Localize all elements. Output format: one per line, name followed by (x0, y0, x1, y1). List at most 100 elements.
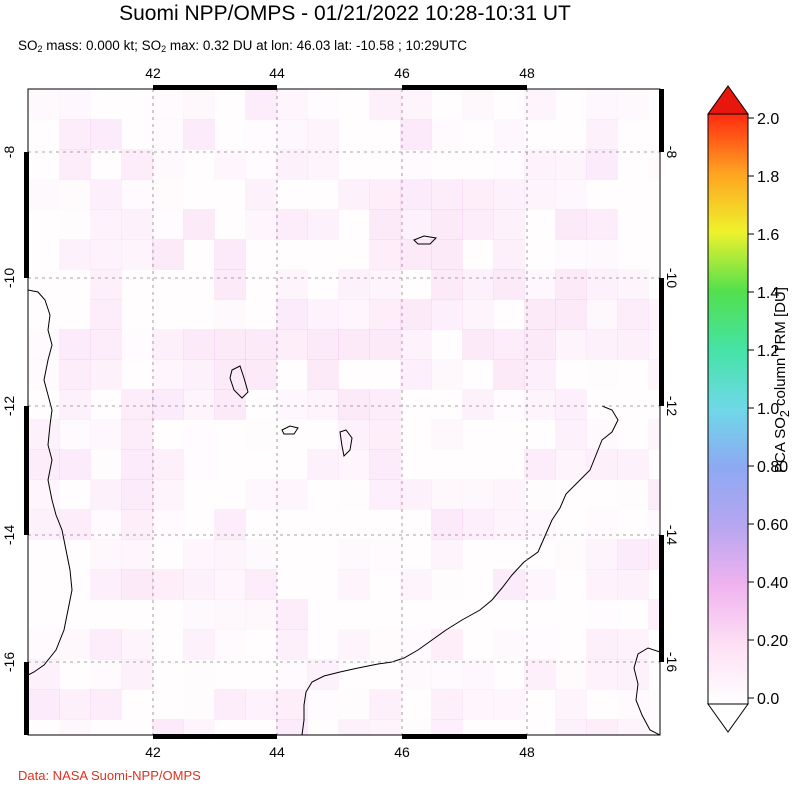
map-frame (24, 85, 680, 739)
so2-cell (431, 539, 463, 570)
so2-cell (462, 89, 494, 120)
so2-cell (555, 239, 587, 270)
so2-cell (431, 689, 463, 720)
so2-cell (152, 149, 184, 180)
colorbar-tick-label: 0.60 (757, 517, 788, 534)
so2-cell (369, 329, 401, 360)
so2-cell (338, 329, 370, 360)
so2-cell (121, 569, 153, 600)
so2-cell (183, 389, 215, 420)
so2-cell (183, 89, 215, 120)
so2-cell (152, 329, 184, 360)
so2-cell (183, 209, 215, 240)
so2-cell (369, 689, 401, 720)
lat-label-right-12: -12 (664, 396, 680, 416)
so2-cell (245, 149, 277, 180)
frame-bar-bottom-1 (153, 734, 277, 739)
so2-cell (431, 179, 463, 210)
so2-cell (59, 629, 91, 660)
so2-cell (121, 329, 153, 360)
so2-cell (648, 239, 680, 270)
so2-cell (183, 329, 215, 360)
so2-cell (276, 689, 308, 720)
so2-cell (555, 449, 587, 480)
so2-cell (245, 329, 277, 360)
so2-cell (400, 479, 432, 510)
so2-cell (214, 629, 246, 660)
so2-cell (59, 719, 91, 735)
lat-label-left-8: -8 (1, 146, 17, 159)
so2-cell (586, 299, 618, 330)
so2-cell (369, 179, 401, 210)
so2-cell (276, 269, 308, 300)
colorbar-gradient (707, 113, 749, 705)
so2-cell (338, 569, 370, 600)
so2-cell (369, 209, 401, 240)
so2-cell (276, 299, 308, 330)
so2-cell (214, 269, 246, 300)
so2-cell (462, 329, 494, 360)
so2-cell (90, 539, 122, 570)
plot-subtitle: SO2 mass: 0.000 kt; SO2 max: 0.32 DU at … (18, 38, 468, 54)
so2-cells (28, 89, 680, 735)
so2-cell (276, 149, 308, 180)
so2-cell (555, 149, 587, 180)
so2-cell (121, 239, 153, 270)
so2-cell (400, 569, 432, 600)
so2-cell (28, 359, 60, 390)
colorbar-title: PCA SO2 column TRM [DU] (772, 287, 792, 473)
data-credit: Data: NASA Suomi-NPP/OMPS (18, 768, 201, 783)
so2-cell (276, 719, 308, 735)
lat-label-left-12: -12 (1, 396, 17, 416)
so2-cell (493, 239, 525, 270)
so2-cell (152, 629, 184, 660)
so2-cell (524, 329, 556, 360)
so2-cell (338, 719, 370, 735)
frame-bar-top-1 (153, 85, 277, 90)
so2-cell (431, 419, 463, 450)
so2-cell (431, 719, 463, 735)
so2-cell (59, 119, 91, 150)
so2-cell (214, 329, 246, 360)
so2-cell (152, 479, 184, 510)
so2-cell (524, 389, 556, 420)
so2-cell (431, 479, 463, 510)
colorbar-tick-label: 1.2 (757, 343, 779, 360)
colorbar: 2.0 1.8 1.6 1.4 1.2 1.0 0.80 0.60 0.40 0.20 0.0 (707, 85, 788, 733)
so2-cell (152, 359, 184, 390)
so2-cell (493, 269, 525, 300)
so2-cell (493, 389, 525, 420)
so2-cell (431, 659, 463, 690)
so2-cell (28, 629, 60, 660)
so2-cell (121, 479, 153, 510)
so2-cell (431, 449, 463, 480)
colorbar-tick-label: 0.80 (757, 459, 788, 476)
so2-cell (28, 479, 60, 510)
so2-cell (586, 419, 618, 450)
map-background (28, 89, 660, 735)
so2-cell (524, 629, 556, 660)
so2-cell (245, 689, 277, 720)
so2-cell (462, 389, 494, 420)
so2-cell (369, 269, 401, 300)
so2-cell (245, 599, 277, 630)
so2-cell (28, 659, 60, 690)
so2-cell (276, 89, 308, 120)
so2-cell (400, 659, 432, 690)
colorbar-tick-label: 1.4 (757, 285, 779, 302)
so2-cell (307, 149, 339, 180)
so2-cell (121, 419, 153, 450)
so2-cell (648, 539, 660, 570)
so2-cell (276, 119, 308, 150)
so2-cell (555, 299, 587, 330)
so2-cell (493, 359, 525, 390)
so2-cell (152, 89, 184, 120)
so2-cell (307, 119, 339, 150)
frame-bar-bottom-2 (402, 734, 527, 739)
so2-cell (338, 419, 370, 450)
so2-cell (400, 299, 432, 330)
so2-cell (617, 89, 649, 120)
colorbar-tick-label: 1.0 (757, 401, 779, 418)
so2-cell (493, 179, 525, 210)
so2-cell (59, 389, 91, 420)
